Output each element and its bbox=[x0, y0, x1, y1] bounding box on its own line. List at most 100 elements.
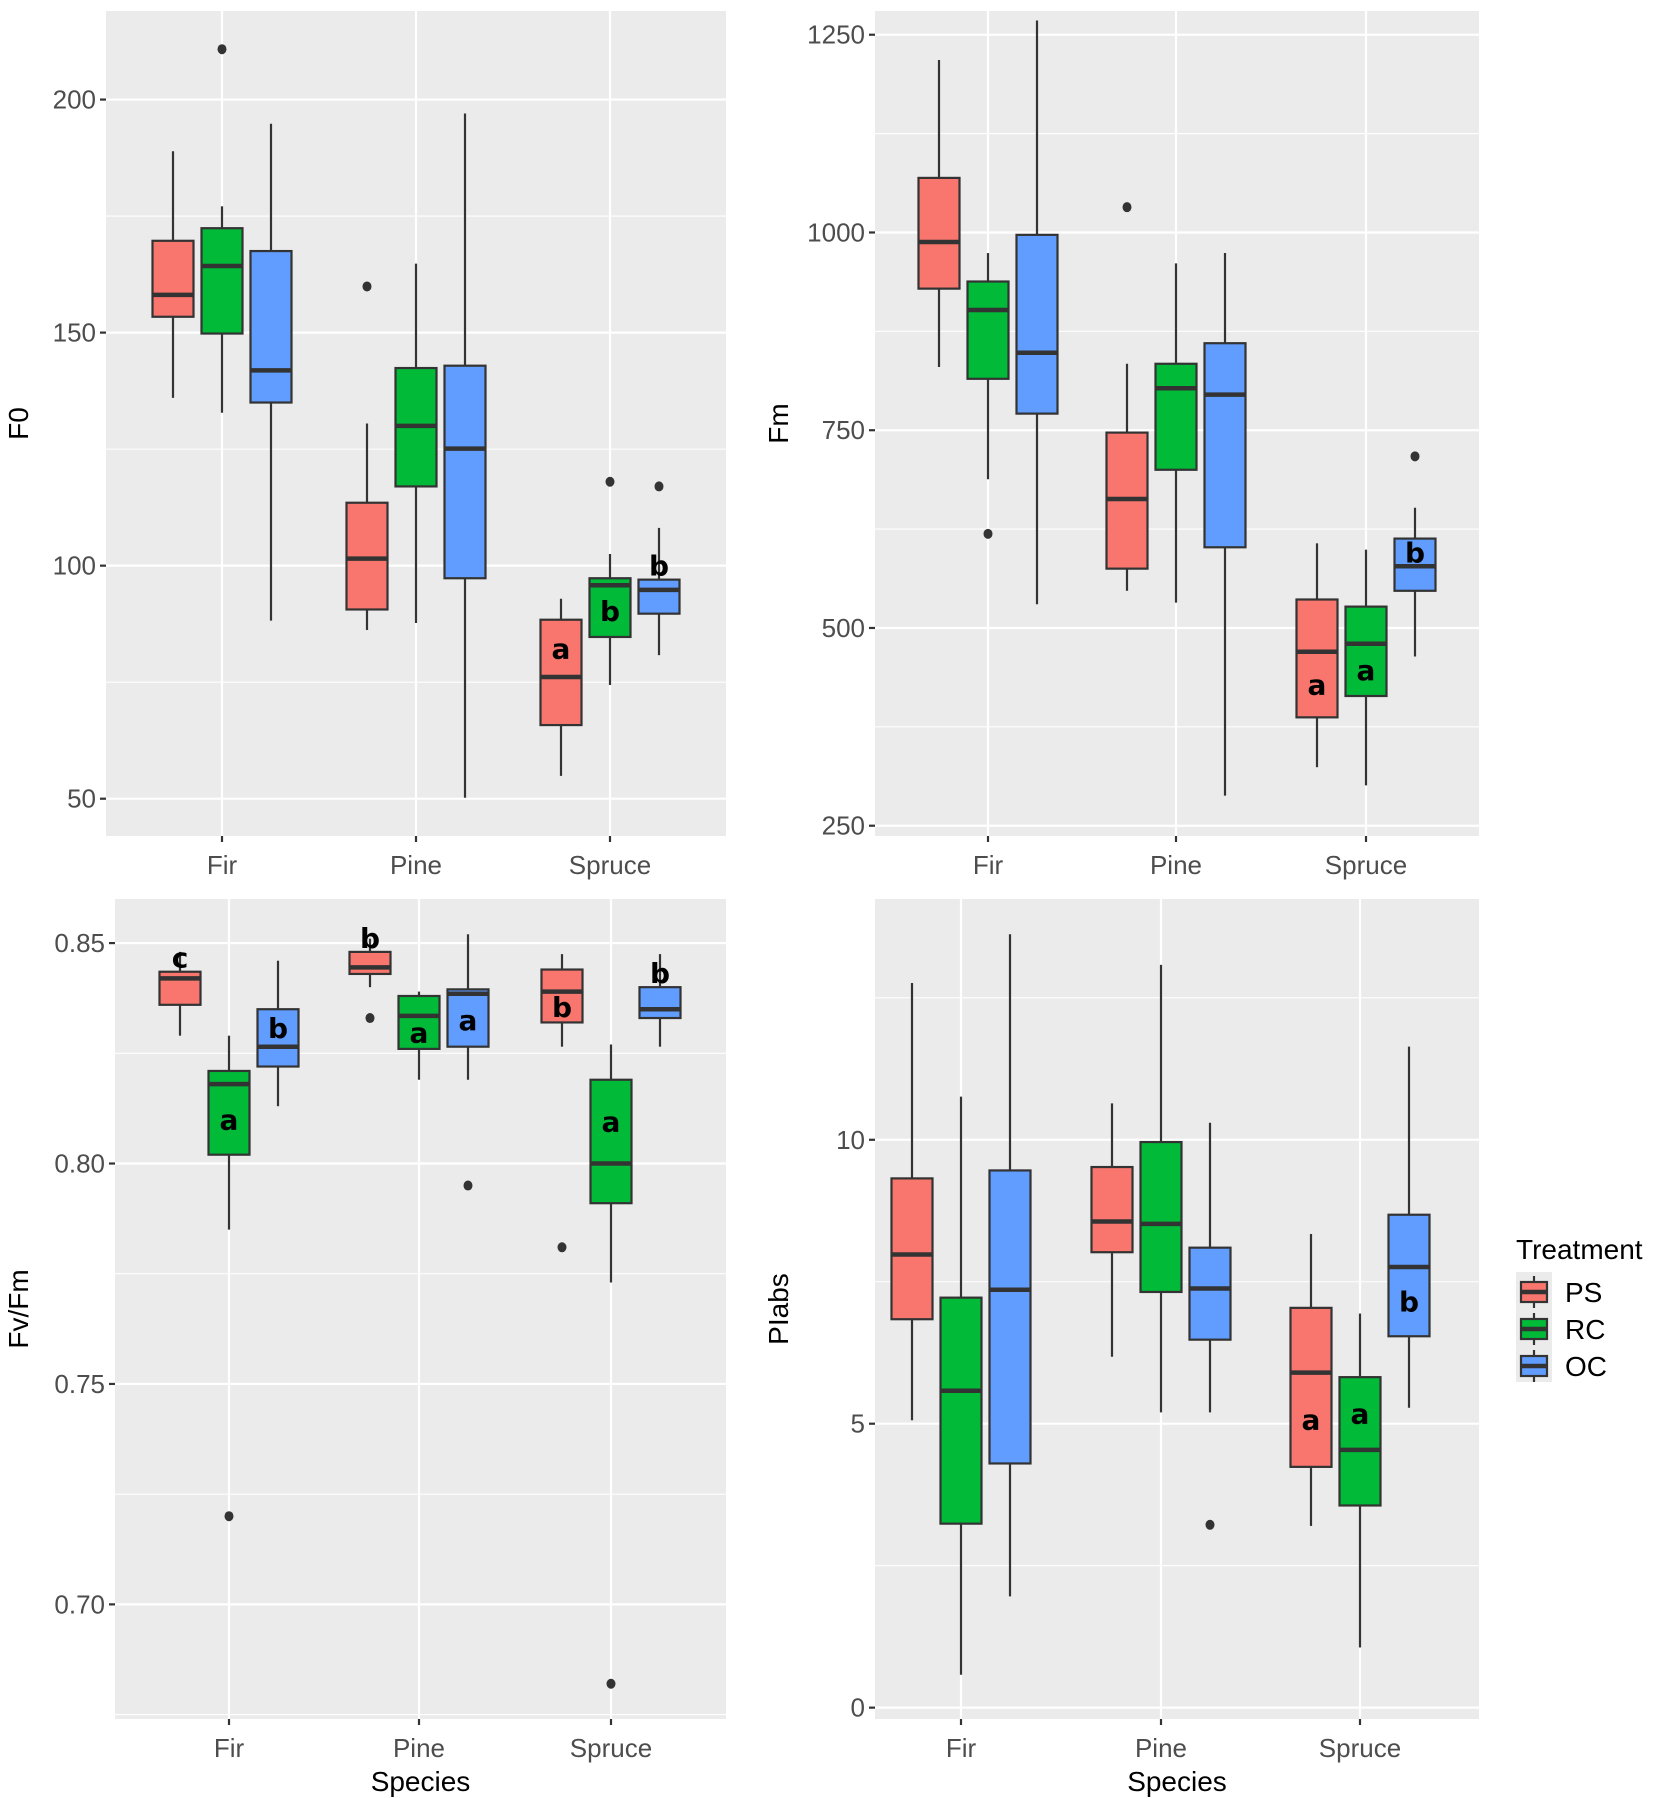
significance-letter: b bbox=[360, 922, 380, 955]
outlier-point bbox=[654, 481, 664, 492]
outlier-point bbox=[365, 1013, 375, 1024]
box-iqr bbox=[939, 1296, 983, 1525]
x-axis-title: Species bbox=[1127, 1766, 1227, 1797]
box-iqr bbox=[540, 968, 584, 1024]
box-iqr bbox=[151, 239, 195, 318]
outlier-point bbox=[1122, 202, 1132, 213]
x-tick-label: Spruce bbox=[1325, 850, 1407, 880]
y-tick-label: 1000 bbox=[807, 217, 865, 247]
y-tick-label: 0 bbox=[851, 1693, 865, 1723]
significance-letter: c bbox=[172, 942, 189, 975]
box-oc-pine bbox=[1203, 253, 1247, 796]
y-tick-label: 50 bbox=[67, 784, 96, 814]
box-rc-spruce: b bbox=[588, 476, 632, 685]
significance-letter: a bbox=[220, 1103, 239, 1136]
legend: Treatment PS RC OC bbox=[1516, 1234, 1643, 1382]
box-iqr bbox=[1289, 1306, 1333, 1468]
significance-letter: b bbox=[268, 1012, 288, 1045]
x-tick-label: Spruce bbox=[1319, 1733, 1401, 1763]
box-iqr bbox=[1344, 605, 1388, 698]
significance-letter: a bbox=[602, 1106, 621, 1139]
legend-label-oc: OC bbox=[1565, 1351, 1607, 1382]
significance-letter: a bbox=[410, 1016, 429, 1049]
box-ps-pine bbox=[1090, 1103, 1134, 1357]
y-axis-title: F0 bbox=[3, 407, 34, 440]
box-iqr bbox=[1090, 1165, 1134, 1254]
box-iqr bbox=[1139, 1140, 1183, 1294]
box-rc-pine bbox=[1154, 263, 1198, 603]
outlier-point bbox=[463, 1180, 473, 1191]
x-tick-label: Pine bbox=[393, 1733, 445, 1763]
box-oc-pine bbox=[1188, 1122, 1232, 1530]
box-rc-pine: a bbox=[397, 991, 441, 1080]
box-ps-fir: c bbox=[158, 942, 202, 1036]
significance-letter: b bbox=[649, 550, 669, 583]
y-axis-title: PIabs bbox=[763, 1273, 794, 1345]
y-tick-label: 200 bbox=[53, 85, 96, 115]
box-iqr bbox=[966, 280, 1010, 380]
box-rc-pine bbox=[394, 263, 438, 623]
x-axis-title: Species bbox=[371, 1766, 471, 1797]
box-rc-fir bbox=[939, 1096, 983, 1675]
y-tick-label: 0.80 bbox=[54, 1149, 105, 1179]
box-iqr bbox=[988, 1169, 1032, 1465]
box-iqr bbox=[443, 364, 487, 580]
outlier-point bbox=[1205, 1519, 1215, 1530]
x-tick-label: Fir bbox=[207, 850, 238, 880]
y-tick-label: 750 bbox=[822, 415, 865, 445]
box-iqr bbox=[589, 1078, 633, 1205]
box-ps-fir bbox=[917, 60, 961, 367]
outlier-point bbox=[224, 1511, 234, 1522]
box-iqr bbox=[1203, 342, 1247, 549]
y-tick-label: 500 bbox=[822, 613, 865, 643]
outlier-point bbox=[217, 44, 227, 55]
significance-letter: b bbox=[1399, 1286, 1419, 1319]
box-oc-fir bbox=[988, 934, 1032, 1597]
box-oc-spruce: b bbox=[1393, 451, 1437, 657]
y-tick-label: 0.75 bbox=[54, 1369, 105, 1399]
significance-letter: a bbox=[1351, 1397, 1370, 1430]
box-iqr bbox=[200, 227, 244, 335]
outlier-point bbox=[983, 528, 993, 539]
x-tick-label: Fir bbox=[946, 1733, 977, 1763]
box-ps-spruce: a bbox=[1295, 543, 1339, 768]
box-oc-fir bbox=[249, 123, 293, 621]
y-axis-title: Fm bbox=[763, 403, 794, 443]
y-tick-label: 150 bbox=[53, 318, 96, 348]
box-ps-pine bbox=[1105, 202, 1149, 591]
legend-label-ps: PS bbox=[1565, 1277, 1602, 1308]
box-iqr bbox=[345, 501, 389, 611]
panel-fm: 250 500 750 1000 1250 Fir Pine Spruce Fm a a b bbox=[763, 11, 1479, 880]
box-rc-fir bbox=[200, 44, 244, 413]
legend-item-oc: OC bbox=[1519, 1350, 1607, 1382]
significance-letter: b bbox=[552, 991, 572, 1024]
significance-letter: b bbox=[650, 957, 670, 990]
box-iqr bbox=[1188, 1246, 1232, 1341]
box-iqr bbox=[1295, 598, 1339, 719]
box-rc-spruce: a bbox=[1338, 1313, 1382, 1648]
box-oc-spruce: b bbox=[638, 954, 682, 1047]
box-iqr bbox=[256, 1008, 300, 1068]
box-ps-spruce: a bbox=[1289, 1234, 1333, 1526]
box-iqr bbox=[348, 950, 392, 976]
significance-letter: a bbox=[1357, 654, 1376, 687]
box-oc-pine bbox=[443, 113, 487, 798]
significance-letter: b bbox=[1405, 536, 1425, 569]
x-tick-label: Fir bbox=[973, 850, 1004, 880]
y-tick-label: 10 bbox=[836, 1125, 865, 1155]
box-iqr bbox=[1387, 1213, 1431, 1338]
box-rc-fir: a bbox=[207, 1035, 251, 1522]
y-tick-label: 0.85 bbox=[54, 928, 105, 958]
outlier-point bbox=[605, 476, 615, 487]
box-ps-spruce: b bbox=[540, 954, 584, 1253]
y-tick-label: 1250 bbox=[807, 20, 865, 50]
box-iqr bbox=[446, 988, 490, 1048]
outlier-point bbox=[1410, 451, 1420, 462]
outlier-point bbox=[606, 1678, 616, 1689]
x-tick-label: Spruce bbox=[569, 850, 651, 880]
x-tick-label: Pine bbox=[1150, 850, 1202, 880]
box-ps-pine bbox=[345, 281, 389, 630]
box-iqr bbox=[249, 249, 293, 404]
box-oc-spruce: b bbox=[1387, 1046, 1431, 1408]
